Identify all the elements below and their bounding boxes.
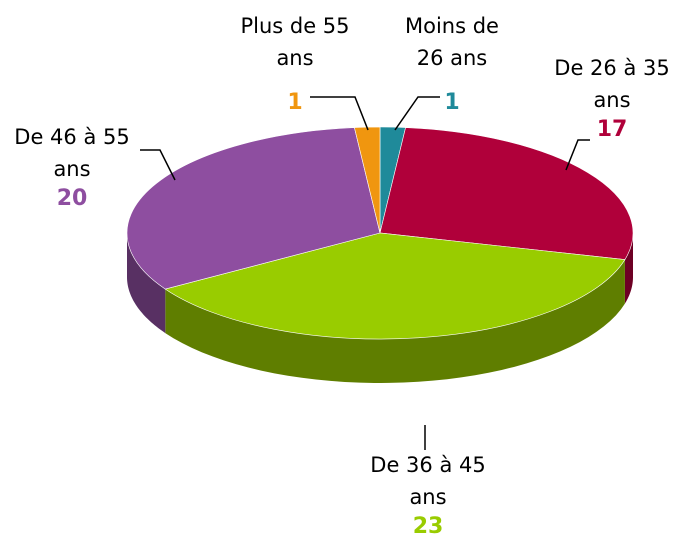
leader-line — [140, 149, 176, 181]
value-label: 23 — [412, 514, 444, 539]
category-label: De 26 à 35 ans — [554, 56, 670, 112]
category-label: De 36 à 45 ans — [370, 453, 486, 509]
category-label: De 46 à 55 ans — [14, 125, 130, 181]
value-label: 1 — [287, 90, 303, 115]
value-label: 1 — [444, 90, 460, 115]
leader-line — [310, 96, 369, 131]
slice — [164, 232, 626, 340]
value-label: 20 — [56, 186, 88, 211]
slice-side — [127, 233, 166, 334]
slice — [379, 127, 634, 260]
leader-line — [394, 96, 440, 131]
category-label: Moins de 26 ans — [405, 14, 499, 70]
leader-line — [565, 139, 590, 171]
category-label: Plus de 55 ans — [240, 14, 350, 70]
value-label: 17 — [596, 117, 628, 142]
slice-side — [165, 259, 625, 383]
slice-side — [624, 233, 633, 304]
slice — [126, 127, 381, 290]
